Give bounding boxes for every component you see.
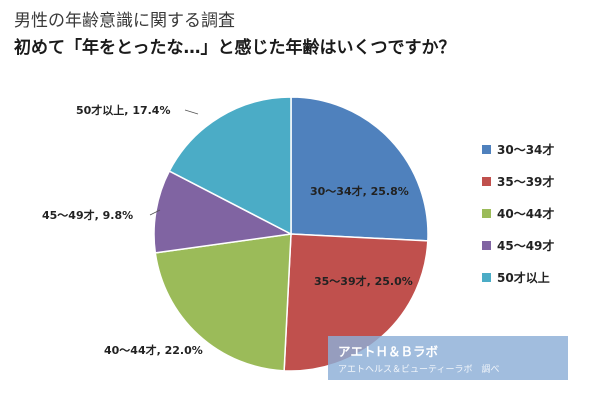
credit-title: アエトＨ＆Ｂラボ: [338, 344, 439, 359]
data-label-1: 30～34才, 25.8%: [310, 184, 409, 198]
legend-item-4: 45～49才: [482, 236, 554, 254]
legend-swatch: [482, 208, 491, 218]
pie-slice-1: [290, 96, 429, 242]
legend-item-1: 30～34才: [482, 140, 554, 158]
chart-title-line1: 男性の年齢意識に関する調査: [14, 11, 235, 31]
legend-swatch: [482, 144, 491, 154]
data-label-5: 50才以上, 17.4%: [76, 103, 170, 117]
chart-legend: 30～34才 35～39才 40～44才 45～49才 50才以上: [482, 140, 554, 286]
legend-swatch: [482, 272, 491, 282]
data-label-3: 40～44才, 22.0%: [104, 343, 203, 357]
legend-item-2: 35～39才: [482, 172, 554, 190]
pie-slice-3: [154, 233, 292, 372]
legend-item-5: 50才以上: [482, 268, 554, 286]
legend-swatch: [482, 176, 491, 186]
legend-item-3: 40～44才: [482, 204, 554, 222]
pie-slice-5: [168, 96, 292, 236]
credit-box: アエトＨ＆Ｂラボ アエトヘルス＆ビューティーラボ 調べ: [328, 336, 568, 380]
credit-subtitle: アエトヘルス＆ビューティーラボ 調べ: [338, 365, 500, 375]
pie-slice-2: [283, 233, 429, 372]
pie-slice-4: [153, 170, 294, 254]
data-label-4: 45～49才, 9.8%: [42, 208, 133, 222]
legend-label: 35～39才: [497, 174, 555, 189]
legend-label: 40～44才: [497, 206, 555, 221]
legend-swatch: [482, 240, 491, 250]
legend-label: 30～34才: [497, 142, 555, 157]
legend-label: 50才以上: [497, 270, 550, 285]
chart-title-line2: 初めて「年をとったな…」と感じた年齢はいくつですか？: [14, 38, 456, 58]
leader-line-4: [149, 209, 161, 216]
legend-label: 45～49才: [497, 238, 555, 253]
data-label-2: 35～39才, 25.0%: [314, 274, 413, 288]
leader-line-5: [184, 109, 199, 115]
